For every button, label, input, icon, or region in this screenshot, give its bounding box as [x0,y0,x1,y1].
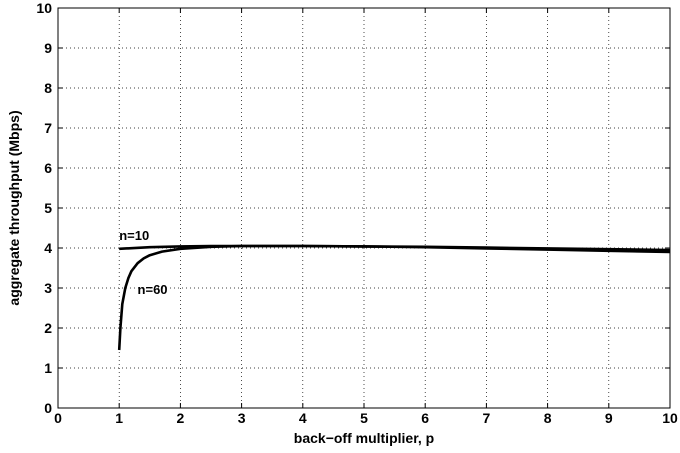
x-tick-label: 10 [662,410,678,426]
y-tick-label: 7 [44,120,52,136]
x-tick-label: 1 [115,410,123,426]
y-tick-label: 6 [44,160,52,176]
y-axis-label: aggregate throughput (Mbps) [6,110,22,305]
x-axis-label: back−off multiplier, p [294,430,434,446]
y-tick-label: 1 [44,360,52,376]
x-tick-label: 4 [299,410,307,426]
y-tick-label: 3 [44,280,52,296]
y-tick-label: 8 [44,80,52,96]
y-tick-label: 4 [44,240,52,256]
series-lines [117,244,671,351]
x-tick-label: 2 [177,410,185,426]
x-tick-label: 0 [54,410,62,426]
x-tick-label: 9 [605,410,613,426]
annotation-n=10: n=10 [119,228,149,243]
grid [58,8,670,408]
x-tick-labels: 0 1 2 3 4 5 6 7 8 9 10 [54,410,678,426]
y-tick-label: 2 [44,320,52,336]
axis-ticks [57,7,671,409]
annotations: n=10 n=60 [119,228,167,297]
y-tick-labels: 0 1 2 3 4 5 6 7 8 9 10 [36,0,52,416]
annotation-n=60: n=60 [138,282,168,297]
x-tick-label: 5 [360,410,368,426]
x-tick-label: 6 [421,410,429,426]
x-tick-label: 8 [544,410,552,426]
x-tick-label: 7 [483,410,491,426]
y-tick-label: 0 [44,400,52,416]
x-tick-label: 3 [238,410,246,426]
series-line-n=60 [117,244,671,351]
y-tick-label: 5 [44,200,52,216]
y-tick-label: 9 [44,40,52,56]
y-tick-label: 10 [36,0,52,16]
